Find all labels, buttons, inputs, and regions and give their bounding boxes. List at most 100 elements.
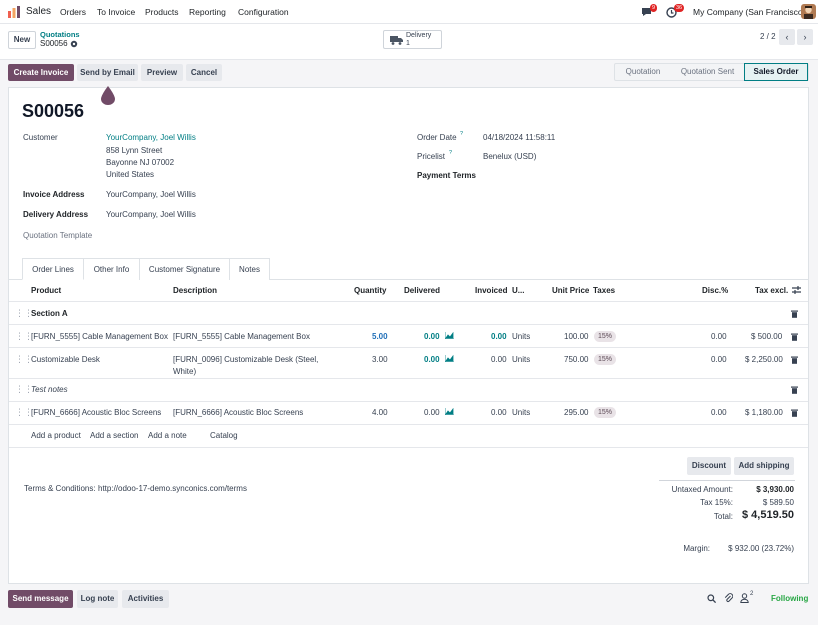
forecast-chart-icon[interactable] xyxy=(445,332,454,339)
help-icon[interactable]: ? xyxy=(460,131,464,137)
row-unit-price[interactable]: 295.00 xyxy=(564,408,589,417)
trash-icon[interactable] xyxy=(791,386,798,394)
paperclip-icon[interactable] xyxy=(724,593,733,603)
row-description[interactable]: [FURN_5555] Cable Management Box xyxy=(173,332,310,341)
add-product-link[interactable]: Add a product xyxy=(31,431,81,440)
forecast-chart-icon[interactable] xyxy=(445,408,454,415)
create-invoice-button[interactable]: Create Invoice xyxy=(8,64,74,81)
pager-value[interactable]: 2 / 2 xyxy=(760,32,776,41)
section-row[interactable]: Section A xyxy=(31,309,68,318)
row-quantity[interactable]: 5.00 xyxy=(372,332,388,341)
quotation-template-field[interactable] xyxy=(106,228,346,242)
payment-terms-field[interactable] xyxy=(483,168,783,182)
preview-button[interactable]: Preview xyxy=(141,64,183,81)
catalog-link[interactable]: Catalog xyxy=(210,431,238,440)
row-disc[interactable]: 0.00 xyxy=(711,408,727,417)
status-step-sales-order[interactable]: Sales Order xyxy=(744,63,808,81)
table-row[interactable] xyxy=(9,348,808,378)
col-delivered[interactable]: Delivered xyxy=(404,286,441,295)
pager-previous-button[interactable]: ‹ xyxy=(779,29,795,45)
row-unit-price[interactable]: 750.00 xyxy=(564,355,589,364)
delivery-smart-button[interactable]: Delivery 1 xyxy=(383,30,442,49)
drag-handle-icon[interactable]: ⋮⋮ xyxy=(15,308,33,318)
col-taxes[interactable]: Taxes xyxy=(593,286,616,295)
customer-field[interactable]: YourCompany, Joel Willis xyxy=(106,133,196,142)
menu-reporting[interactable]: Reporting xyxy=(189,7,226,17)
row-uom[interactable]: Units xyxy=(512,355,531,364)
search-icon[interactable] xyxy=(707,594,716,603)
row-product[interactable]: Customizable Desk xyxy=(31,355,100,364)
row-quantity[interactable]: 3.00 xyxy=(372,355,388,364)
col-disc[interactable]: Disc.% xyxy=(702,286,729,295)
trash-icon[interactable] xyxy=(791,333,798,341)
menu-configuration[interactable]: Configuration xyxy=(238,7,289,17)
cancel-button[interactable]: Cancel xyxy=(186,64,222,81)
tab-other-info[interactable]: Other Info xyxy=(84,258,140,280)
drag-handle-icon[interactable]: ⋮⋮ xyxy=(15,407,33,417)
user-avatar[interactable] xyxy=(801,4,816,19)
col-invoiced[interactable]: Invoiced xyxy=(475,286,508,295)
row-description[interactable]: [FURN_6666] Acoustic Bloc Screens xyxy=(173,408,304,417)
following-button[interactable]: Following xyxy=(771,594,809,603)
row-quantity[interactable]: 4.00 xyxy=(372,408,388,417)
send-message-button[interactable]: Send message xyxy=(8,590,73,608)
menu-products[interactable]: Products xyxy=(145,7,179,17)
row-product[interactable]: [FURN_5555] Cable Management Box xyxy=(31,332,168,341)
help-icon[interactable]: ? xyxy=(449,150,453,156)
activities-button[interactable]: Activities xyxy=(122,590,169,608)
log-note-button[interactable]: Log note xyxy=(77,590,118,608)
forecast-chart-icon[interactable] xyxy=(445,355,454,362)
status-step-quotation-sent[interactable]: Quotation Sent xyxy=(680,67,735,76)
company-switcher[interactable]: My Company (San Francisco) xyxy=(693,7,806,17)
tab-notes[interactable]: Notes xyxy=(230,258,270,280)
messages-button[interactable] xyxy=(641,7,653,19)
note-row[interactable]: Test notes xyxy=(31,385,68,394)
column-settings-icon[interactable] xyxy=(792,286,801,295)
row-uom[interactable]: Units xyxy=(512,332,531,341)
row-product[interactable]: [FURN_6666] Acoustic Bloc Screens xyxy=(31,408,162,417)
col-unit-price[interactable]: Unit Price xyxy=(552,286,590,295)
order-date-field[interactable]: 04/18/2024 11:58:11 xyxy=(483,133,556,142)
sales-app-icon[interactable] xyxy=(8,6,20,18)
invoice-address-field[interactable]: YourCompany, Joel Willis xyxy=(106,190,196,199)
send-by-email-button[interactable]: Send by Email xyxy=(77,64,138,81)
delivery-address-field[interactable]: YourCompany, Joel Willis xyxy=(106,210,196,219)
gear-icon[interactable] xyxy=(70,40,78,48)
col-tax-excl[interactable]: Tax excl. xyxy=(755,286,789,295)
tax-badge[interactable]: 15% xyxy=(594,331,617,342)
tab-customer-signature[interactable]: Customer Signature xyxy=(140,258,230,280)
col-quantity[interactable]: Quantity xyxy=(354,286,387,295)
trash-icon[interactable] xyxy=(791,409,798,417)
row-disc[interactable]: 0.00 xyxy=(711,332,727,341)
col-product[interactable]: Product xyxy=(31,286,62,295)
row-uom[interactable]: Units xyxy=(512,408,531,417)
col-description[interactable]: Description xyxy=(173,286,218,295)
add-note-link[interactable]: Add a note xyxy=(148,431,187,440)
pager-next-button[interactable]: › xyxy=(797,29,813,45)
drag-handle-icon[interactable]: ⋮⋮ xyxy=(15,384,33,394)
activities-button[interactable] xyxy=(666,7,677,20)
followers-icon[interactable] xyxy=(740,593,749,603)
new-button[interactable]: New xyxy=(8,31,36,49)
pricelist-field[interactable]: Benelux (USD) xyxy=(483,152,537,161)
tax-badge[interactable]: 15% xyxy=(594,354,617,365)
app-name[interactable]: Sales xyxy=(26,6,52,17)
drag-handle-icon[interactable]: ⋮⋮ xyxy=(15,331,33,341)
discount-button[interactable]: Discount xyxy=(687,457,731,475)
row-unit-price[interactable]: 100.00 xyxy=(564,332,589,341)
trash-icon[interactable] xyxy=(791,356,798,364)
drag-handle-icon[interactable]: ⋮⋮ xyxy=(15,354,33,364)
tax-badge[interactable]: 15% xyxy=(594,407,617,418)
row-disc[interactable]: 0.00 xyxy=(711,355,727,364)
trash-icon[interactable] xyxy=(791,310,798,318)
terms-link[interactable]: http://odoo-17-demo.synconics.com/terms xyxy=(98,484,247,493)
menu-orders[interactable]: Orders xyxy=(60,7,86,17)
row-description-cont[interactable]: White) xyxy=(173,367,197,376)
status-step-quotation[interactable]: Quotation xyxy=(625,67,661,76)
add-section-link[interactable]: Add a section xyxy=(90,431,139,440)
col-uom[interactable]: U... xyxy=(512,286,525,295)
row-description[interactable]: [FURN_0096] Customizable Desk (Steel, xyxy=(173,355,319,364)
tab-order-lines[interactable]: Order Lines xyxy=(22,258,84,280)
breadcrumb-parent[interactable]: Quotations xyxy=(40,30,80,39)
menu-to-invoice[interactable]: To Invoice xyxy=(97,7,136,17)
